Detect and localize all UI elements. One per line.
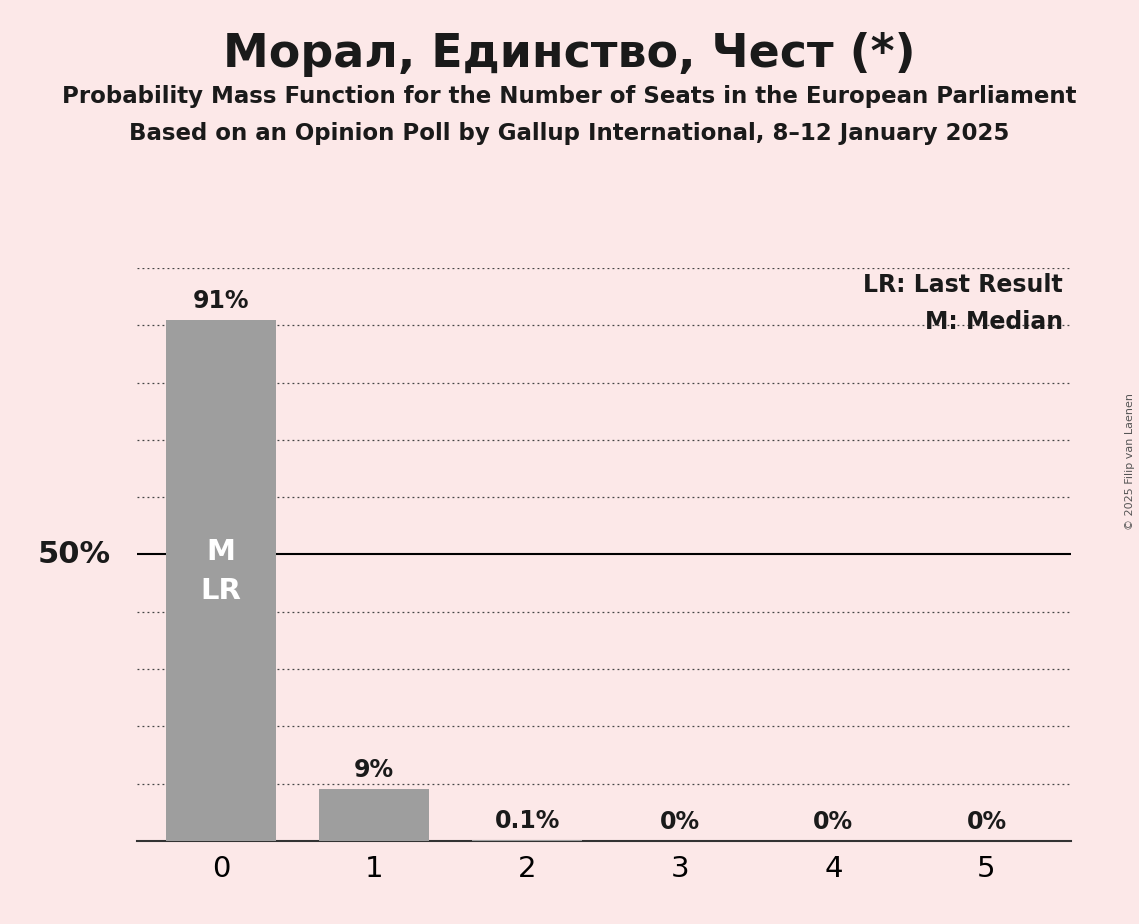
- Text: 9%: 9%: [354, 759, 394, 783]
- Text: Probability Mass Function for the Number of Seats in the European Parliament: Probability Mass Function for the Number…: [63, 85, 1076, 108]
- Text: Based on an Opinion Poll by Gallup International, 8–12 January 2025: Based on an Opinion Poll by Gallup Inter…: [130, 122, 1009, 145]
- Text: 50%: 50%: [38, 540, 110, 569]
- Text: Морал, Единство, Чест (*): Морал, Единство, Чест (*): [223, 32, 916, 78]
- Text: 0%: 0%: [966, 810, 1007, 834]
- Bar: [166, 320, 276, 841]
- Text: M
LR: M LR: [200, 538, 241, 605]
- Text: 0.1%: 0.1%: [494, 809, 559, 833]
- Text: © 2025 Filip van Laenen: © 2025 Filip van Laenen: [1125, 394, 1134, 530]
- Bar: [319, 789, 429, 841]
- Text: 0%: 0%: [813, 810, 853, 834]
- Text: 0%: 0%: [661, 810, 700, 834]
- Text: LR: Last Result: LR: Last Result: [863, 274, 1063, 298]
- Text: 91%: 91%: [192, 288, 249, 312]
- Text: M: Median: M: Median: [925, 310, 1063, 334]
